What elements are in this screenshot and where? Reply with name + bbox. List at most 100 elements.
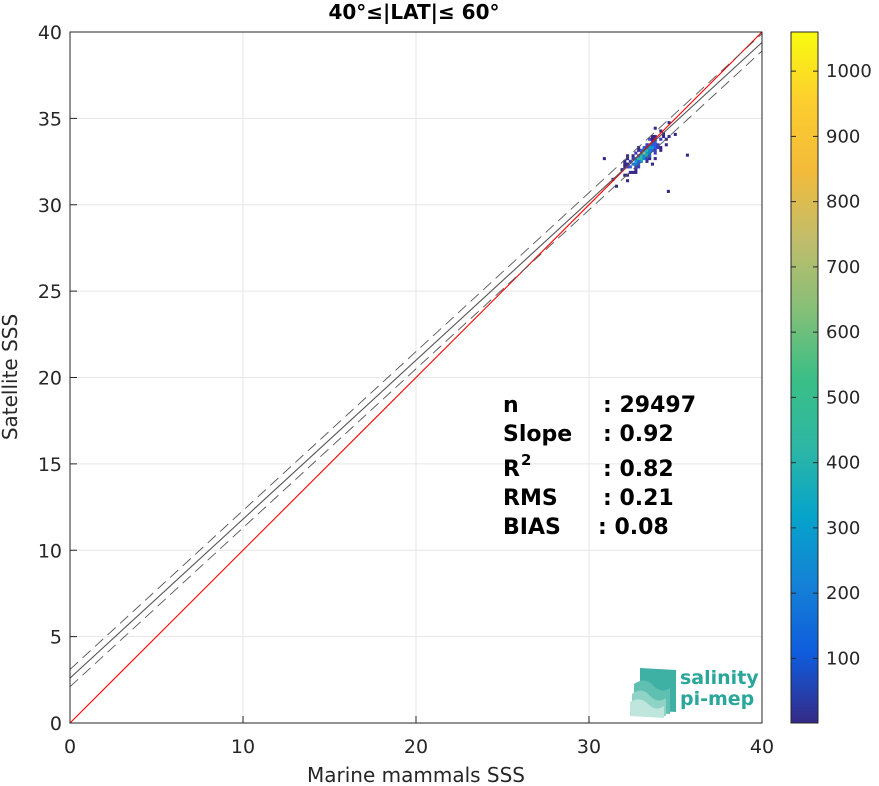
density-cell <box>645 154 649 158</box>
density-cell <box>620 168 624 172</box>
density-cell <box>650 143 655 147</box>
chart-title: 40°≤|LAT|≤ 60° <box>328 0 499 24</box>
density-cell <box>656 146 660 150</box>
density-heatmap <box>602 121 689 193</box>
density-cell <box>656 143 660 147</box>
density-cell <box>637 165 641 169</box>
density-cell <box>623 162 627 166</box>
y-tick-label: 30 <box>38 195 62 217</box>
density-cell <box>639 159 643 163</box>
density-cell <box>662 132 666 136</box>
density-cell <box>650 148 655 152</box>
regression-lower-line <box>70 50 762 688</box>
logo-text-salinity: salinity <box>680 667 759 689</box>
density-cell <box>653 148 657 152</box>
density-cell <box>634 170 638 174</box>
density-cell <box>626 173 630 177</box>
density-cell <box>645 143 649 147</box>
density-cell <box>653 146 657 150</box>
density-cell <box>645 159 649 163</box>
colorbar-tick-label: 700 <box>826 257 860 278</box>
density-cell <box>626 162 630 166</box>
density-cell <box>645 148 649 152</box>
density-cell <box>642 146 646 150</box>
logo-wave-icon <box>630 668 676 718</box>
density-cell <box>653 157 657 161</box>
density-cell <box>642 151 646 155</box>
y-tick-label: 0 <box>50 713 62 735</box>
density-cell <box>653 143 657 147</box>
density-cell <box>659 146 663 150</box>
y-tick-label: 25 <box>38 281 62 303</box>
colorbar-tick-label: 300 <box>826 518 860 539</box>
density-cell <box>648 137 652 141</box>
y-tick-label: 35 <box>38 108 62 130</box>
density-cell <box>653 140 657 144</box>
density-cell <box>659 148 663 152</box>
density-cell <box>623 159 627 163</box>
density-cell <box>659 129 663 133</box>
x-tick-label: 20 <box>404 736 428 758</box>
colorbar-tick-label: 600 <box>826 322 860 343</box>
density-cell <box>626 157 630 161</box>
density-cell <box>626 179 630 183</box>
stats-box: n : 29497 Slope : 0.92 R 2 : 0.82 RMS : … <box>503 393 696 540</box>
y-tick-label: 20 <box>38 368 62 390</box>
density-cell <box>614 184 619 188</box>
stat-rms-value: : 0.21 <box>603 486 674 511</box>
colorbar-tick-label: 500 <box>826 387 860 408</box>
density-cell <box>623 165 627 169</box>
density-cell <box>667 134 671 139</box>
x-tick-label: 0 <box>64 736 76 758</box>
x-axis-ticks: 0 10 20 30 40 <box>64 716 774 758</box>
stat-n-value: : 29497 <box>603 393 696 418</box>
colorbar-tick-label: 100 <box>826 648 860 669</box>
stat-slope-label: Slope <box>503 422 572 447</box>
density-cell <box>667 121 671 125</box>
density-cell <box>637 157 641 161</box>
density-cell <box>648 151 652 155</box>
density-cell <box>659 137 663 141</box>
fit-lines <box>70 32 762 723</box>
stat-r2-superscript: 2 <box>521 451 531 469</box>
density-cell <box>645 157 649 161</box>
density-cell <box>650 134 655 139</box>
density-cell <box>628 165 632 169</box>
y-axis-label: Satellite SSS <box>0 314 22 440</box>
x-axis-label: Marine mammals SSS <box>307 763 525 786</box>
stat-rms-label: RMS <box>503 486 558 511</box>
colorbar-ticks: 100 200 300 400 500 600 700 800 900 1000 <box>791 61 872 669</box>
y-tick-label: 10 <box>38 540 62 562</box>
density-cell <box>637 148 641 152</box>
logo-text-pimep: pi-mep <box>680 688 754 710</box>
colorbar-tick-label: 200 <box>826 583 860 604</box>
density-cell <box>662 134 666 139</box>
density-cell <box>685 153 689 157</box>
density-cell <box>650 137 655 141</box>
density-cell <box>628 170 632 174</box>
density-cell <box>650 146 655 150</box>
y-tick-label: 40 <box>38 22 62 44</box>
stat-n-label: n <box>503 393 519 418</box>
regression-upper-line <box>70 33 762 670</box>
density-cell <box>650 162 655 166</box>
density-cell <box>634 168 638 172</box>
y-axis-ticks: 0 5 10 15 20 25 30 35 40 <box>38 22 77 735</box>
stat-slope-value: : 0.92 <box>603 422 674 447</box>
density-cell <box>634 159 638 163</box>
density-cell <box>664 143 668 147</box>
density-cell <box>631 154 635 158</box>
x-tick-label: 40 <box>750 736 774 758</box>
density-cell <box>634 162 638 166</box>
y-tick-label: 5 <box>50 627 62 649</box>
density-cell <box>653 126 657 130</box>
density-cell <box>645 151 649 155</box>
density-cell <box>623 173 627 177</box>
density-cell <box>648 157 652 161</box>
x-tick-label: 10 <box>231 736 255 758</box>
density-cell <box>631 162 635 166</box>
density-cell <box>653 151 657 155</box>
density-cell <box>631 157 635 161</box>
y-tick-label: 15 <box>38 454 62 476</box>
